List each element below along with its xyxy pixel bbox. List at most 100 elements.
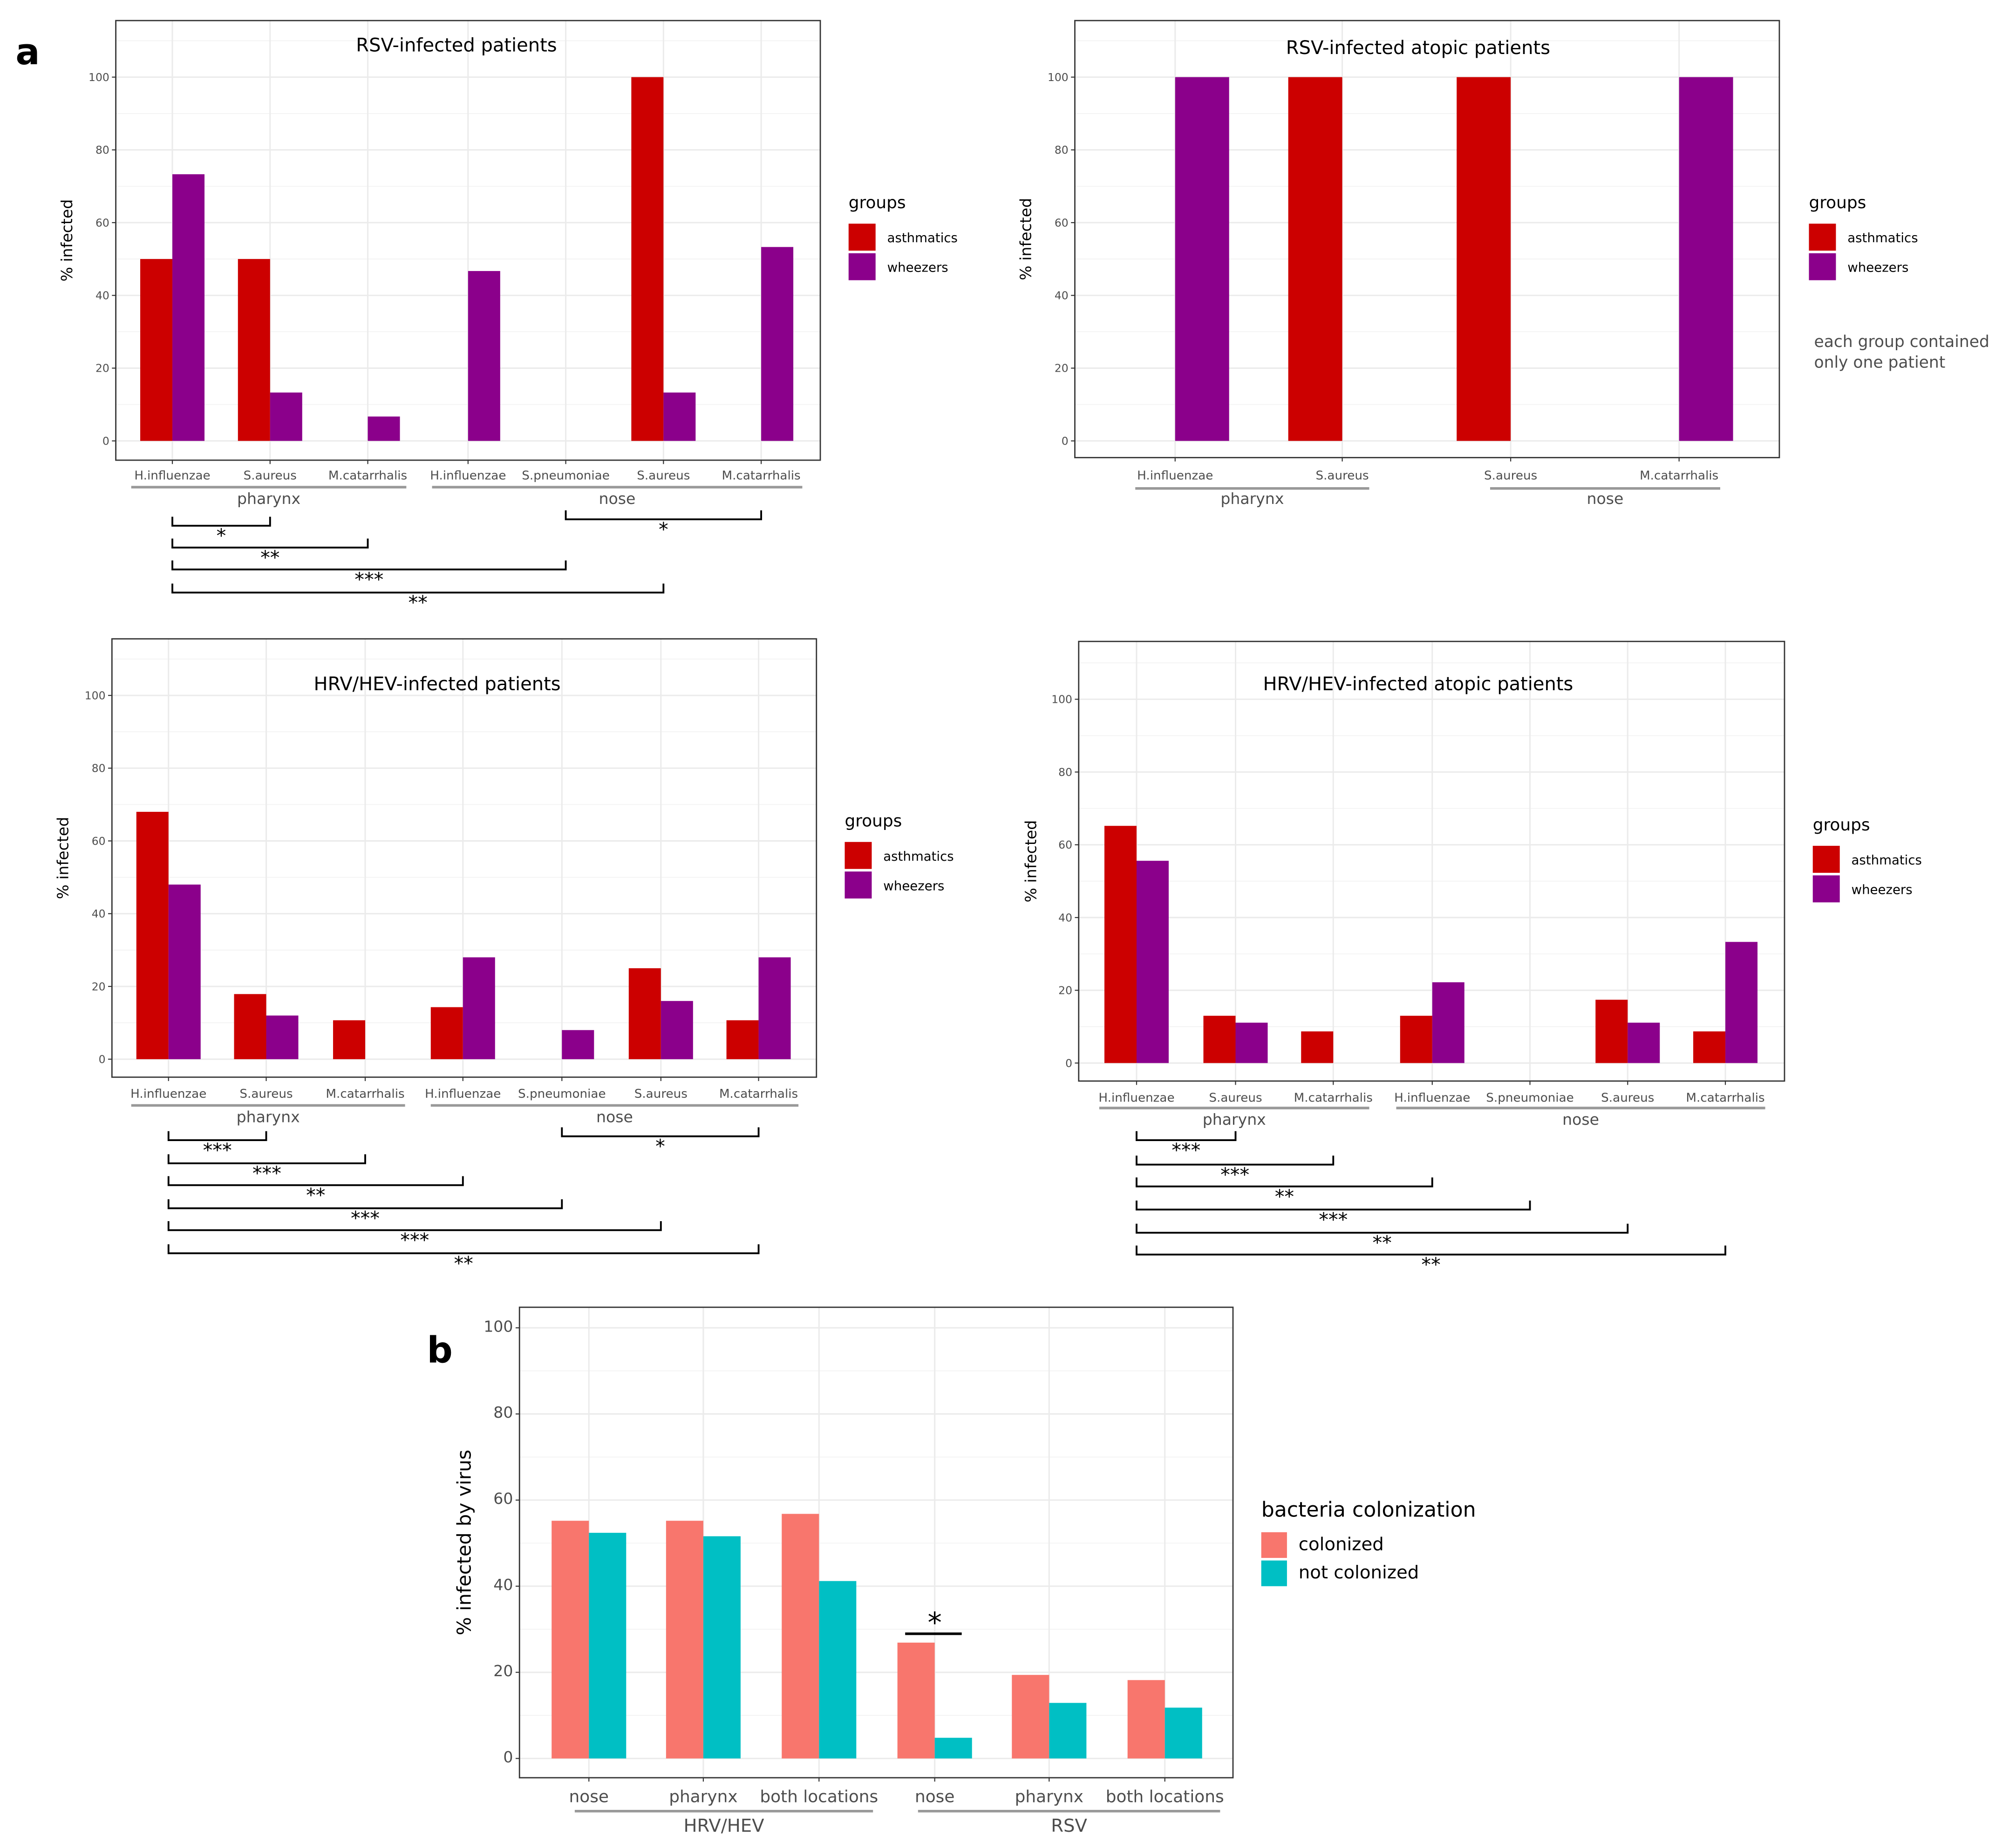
panel-label-b: b (427, 1330, 453, 1372)
legend-key-not-colonized (1261, 1560, 1287, 1586)
significance-label: *** (351, 1207, 380, 1230)
group-label: pharynx (237, 1108, 300, 1126)
chart-panel-5: 0 20 40 60 80 100 nose pharynx both locations nos… (453, 1306, 1476, 1836)
significance-label: *** (354, 569, 383, 591)
group-label: HRV/HEV (684, 1815, 765, 1836)
legend-key-wheezers (848, 253, 876, 280)
bar-wheezers-6 (761, 247, 794, 441)
x-tick-label: S.aureus (1315, 469, 1369, 483)
y-tick-label: 60 (493, 1489, 513, 1508)
bar-colonized-2 (782, 1514, 819, 1759)
legend-title: groups (1809, 193, 1866, 212)
bar-wheezers-6 (1725, 942, 1758, 1063)
bar-colonized-4 (1012, 1675, 1049, 1759)
significance-bracket (1136, 1155, 1335, 1166)
bar-asthmatics-1 (238, 259, 270, 441)
significance-bracket (561, 1127, 760, 1137)
chart-panel-1: 0 20 40 60 80 100 H.influenzae S.aureus M.catarr… (58, 20, 958, 614)
y-tick-label: 20 (95, 362, 109, 375)
significance-bracket (1136, 1200, 1531, 1211)
chart-title: HRV/HEV-infected patients (314, 673, 561, 695)
bar-not-colonized-2 (819, 1581, 857, 1759)
y-tick-label: 20 (92, 980, 106, 993)
legend-key-asthmatics (1812, 846, 1840, 873)
bar-asthmatics-2 (333, 1020, 366, 1060)
significance-bracket (1136, 1131, 1237, 1142)
bar-wheezers-3 (1432, 982, 1464, 1063)
significance-label: ** (260, 547, 279, 569)
x-tick-label: S.aureus (634, 1087, 688, 1101)
bar-wheezers-5 (1628, 1022, 1660, 1063)
significance-label: ** (1275, 1185, 1294, 1208)
group-label: pharynx (1203, 1110, 1266, 1128)
significance-bracket (1136, 1177, 1433, 1188)
legend-label: asthmatics (887, 230, 958, 245)
bar-wheezers-0 (1136, 861, 1169, 1063)
significance-label: *** (1171, 1139, 1200, 1162)
note-text: each group contained (1814, 333, 1989, 351)
significance-bracket (167, 1131, 267, 1142)
chart-panel-4: 0 20 40 60 80 100 H.influenzae S.aureus M.catarr… (1022, 640, 1922, 1276)
plot-background (519, 1307, 1233, 1778)
x-tick-label: H.influenzae (430, 469, 506, 483)
y-tick-label: 80 (1055, 143, 1069, 156)
y-axis-label: % infected by virus (453, 1450, 475, 1636)
legend-title: groups (849, 193, 906, 212)
bar-asthmatics-1 (1203, 1015, 1236, 1063)
bar-wheezers-6 (758, 957, 791, 1060)
y-tick-label: 60 (92, 835, 106, 848)
bar-not-colonized-3 (934, 1738, 972, 1759)
bar-colonized-3 (897, 1642, 935, 1759)
legend-key-asthmatics (845, 842, 872, 869)
bar-asthmatics-6 (1693, 1031, 1726, 1063)
significance-bracket (1136, 1223, 1629, 1234)
legend-label: asthmatics (1847, 230, 1918, 245)
group-label: nose (1587, 489, 1624, 508)
x-tick-label: H.influenzae (134, 469, 210, 483)
legend-label: not colonized (1299, 1562, 1419, 1583)
significance-bracket (171, 517, 271, 527)
legend-title: bacteria colonization (1261, 1498, 1476, 1522)
significance-bracket (167, 1244, 760, 1254)
bar-colonized-1 (666, 1521, 703, 1759)
bar-wheezers-3 (463, 957, 495, 1060)
significance-label: * (659, 518, 668, 541)
bar-asthmatics-2 (1301, 1031, 1334, 1063)
legend-label: asthmatics (883, 849, 954, 864)
legend-label: wheezers (1847, 260, 1908, 275)
y-tick-label: 80 (493, 1403, 513, 1421)
y-tick-label: 100 (85, 689, 106, 702)
bar-not-colonized-4 (1049, 1703, 1087, 1759)
significance-label: *** (203, 1139, 232, 1162)
x-tick-label: S.aureus (637, 469, 690, 483)
significance-label: *** (1319, 1209, 1348, 1231)
significance-label: * (655, 1135, 665, 1158)
legend-title: groups (845, 812, 902, 831)
significance-bracket (171, 538, 369, 549)
x-tick-label: M.catarrhalis (1640, 469, 1718, 483)
x-tick-label: S.pneumoniae (518, 1087, 606, 1101)
legend-key-wheezers (845, 871, 872, 899)
legend-key-colonized (1261, 1532, 1287, 1558)
y-tick-label: 40 (1055, 289, 1069, 302)
y-tick-label: 20 (1055, 362, 1069, 375)
x-tick-label: M.catarrhalis (719, 1087, 798, 1101)
bar-asthmatics-1 (1288, 77, 1342, 441)
y-tick-label: 0 (102, 435, 109, 448)
x-tick-label: both locations (760, 1787, 878, 1806)
significance-label: *** (400, 1229, 429, 1251)
x-tick-label: pharynx (669, 1787, 737, 1806)
legend-key-asthmatics (1809, 224, 1836, 251)
y-tick-label: 60 (1058, 838, 1072, 851)
bar-asthmatics-1 (234, 994, 266, 1060)
bar-not-colonized-1 (703, 1536, 741, 1759)
plot-border (518, 1306, 1234, 1779)
x-tick-label: M.catarrhalis (326, 1087, 404, 1101)
chart-title: RSV-infected atopic patients (1286, 37, 1550, 59)
y-tick-label: 100 (1048, 71, 1069, 84)
y-tick-label: 80 (92, 762, 106, 775)
y-axis-label: % infected (1017, 198, 1035, 280)
legend-key-wheezers (1809, 253, 1836, 280)
bar-wheezers-2 (368, 416, 400, 441)
